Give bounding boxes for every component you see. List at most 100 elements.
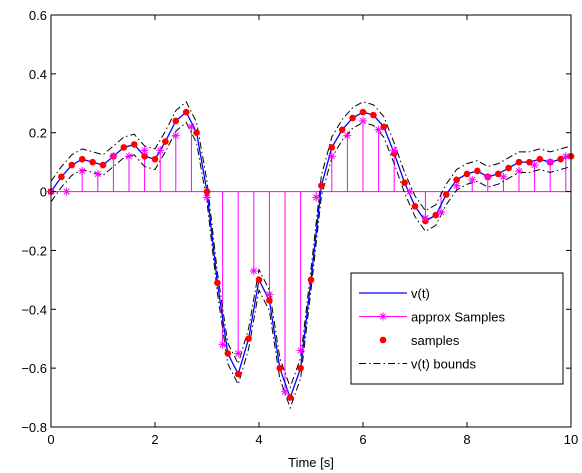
approx-star-marker xyxy=(296,346,305,355)
sample-point xyxy=(234,370,242,378)
legend-label: v(t) xyxy=(411,286,430,301)
approx-star-marker xyxy=(156,146,165,155)
sample-point xyxy=(141,152,148,160)
sample-point xyxy=(203,188,211,195)
sample-point xyxy=(359,108,367,116)
plot-frame xyxy=(50,14,572,428)
sample-point xyxy=(58,173,65,181)
y-tick-labels: −0.8 −0.6 −0.4 −0.2 0 0.2 0.4 0.6 xyxy=(21,8,47,435)
sample-point xyxy=(182,108,190,116)
approx-star-marker xyxy=(125,152,133,161)
y-tick-label: 0.4 xyxy=(29,67,47,82)
y-tick-label: −0.4 xyxy=(21,302,47,317)
approx-star-marker xyxy=(171,131,180,140)
sample-point xyxy=(307,276,315,284)
approx-star-marker xyxy=(140,146,149,155)
sample-point xyxy=(255,276,263,284)
approx-star-marker xyxy=(359,116,367,125)
approx-star-marker xyxy=(281,387,289,396)
sample-point xyxy=(172,117,180,125)
sample-point xyxy=(515,158,523,166)
approx-star-marker xyxy=(390,146,399,155)
x-tick-label: 4 xyxy=(255,432,262,447)
sample-point xyxy=(442,191,450,198)
approx-star-marker xyxy=(499,172,508,181)
approx-star-marker xyxy=(327,152,336,161)
sample-point xyxy=(380,123,388,131)
approx-star-marker xyxy=(515,166,523,175)
approx-star-marker xyxy=(265,290,274,299)
sample-point xyxy=(536,155,544,163)
legend-label: samples xyxy=(411,333,460,348)
approx-star-marker xyxy=(187,122,196,131)
sample-point xyxy=(276,364,284,372)
y-tick-label: −0.8 xyxy=(21,420,47,435)
approx-star-marker xyxy=(483,172,492,181)
sample-point xyxy=(286,394,294,401)
sample-point xyxy=(432,211,440,219)
sample-point xyxy=(78,155,86,163)
legend-swatch xyxy=(379,336,387,344)
sample-point xyxy=(463,170,471,178)
approx-star-marker xyxy=(468,175,477,184)
sample-point xyxy=(214,279,221,287)
approx-star-marker xyxy=(421,214,430,223)
legend-star-marker xyxy=(379,312,387,321)
x-tick-labels: 0 2 4 6 8 10 xyxy=(47,432,578,447)
approx-star-marker xyxy=(530,161,539,170)
legend-item-signal: v(t) xyxy=(359,286,430,301)
x-tick-label: 2 xyxy=(151,432,158,447)
sample-point xyxy=(224,350,232,357)
approx-star-marker xyxy=(78,166,87,175)
sample-point xyxy=(370,111,377,119)
sample-point xyxy=(494,170,502,178)
y-tick-label: 0.6 xyxy=(29,8,47,23)
sample-point xyxy=(526,158,533,166)
legend-label: approx Samples xyxy=(411,310,505,325)
approx-star-marker xyxy=(109,152,118,161)
approx-star-marker xyxy=(312,193,321,202)
approx-star-marker xyxy=(561,152,570,161)
sample-point xyxy=(401,179,408,187)
lower-bound-line xyxy=(50,121,572,410)
approx-star-marker xyxy=(249,267,258,276)
sample-point xyxy=(505,164,512,172)
legend-item-bounds: v(t) bounds xyxy=(359,357,477,372)
x-tick-label: 10 xyxy=(564,432,578,447)
approx-star-marker xyxy=(437,208,445,217)
legend-item-approx: approx Samples xyxy=(359,310,505,325)
approx-markers xyxy=(47,116,570,396)
sample-point xyxy=(453,176,460,184)
sample-point xyxy=(130,141,138,148)
sample-point xyxy=(328,144,336,151)
sample-point xyxy=(245,335,252,343)
approx-star-marker xyxy=(218,340,227,349)
sample-point xyxy=(318,182,325,189)
approx-star-marker xyxy=(374,125,383,134)
sample-point xyxy=(266,297,273,304)
sample-point xyxy=(89,158,96,166)
sample-point xyxy=(411,202,419,210)
approx-star-marker xyxy=(343,131,352,140)
axis-ticks xyxy=(50,14,572,428)
sample-point xyxy=(349,114,356,122)
approx-star-marker xyxy=(546,158,555,167)
sample-point xyxy=(162,138,169,145)
approx-star-marker xyxy=(93,169,102,178)
legend-label: v(t) bounds xyxy=(411,357,477,372)
sample-point xyxy=(68,161,76,169)
x-axis-title: Time [s] xyxy=(288,455,334,470)
approx-star-marker xyxy=(452,181,461,190)
y-tick-label: −0.2 xyxy=(21,243,47,258)
legend-item-samples: samples xyxy=(379,333,460,348)
x-tick-label: 6 xyxy=(359,432,366,447)
sample-point xyxy=(120,144,128,151)
y-tick-label: 0.2 xyxy=(29,126,47,141)
y-tick-label: −0.6 xyxy=(21,361,47,376)
bounds-lines xyxy=(50,101,572,410)
legend: v(t) approx Samples samples v(t) bounds xyxy=(350,272,564,385)
approx-star-marker xyxy=(62,187,71,196)
approx-star-marker xyxy=(234,349,243,358)
